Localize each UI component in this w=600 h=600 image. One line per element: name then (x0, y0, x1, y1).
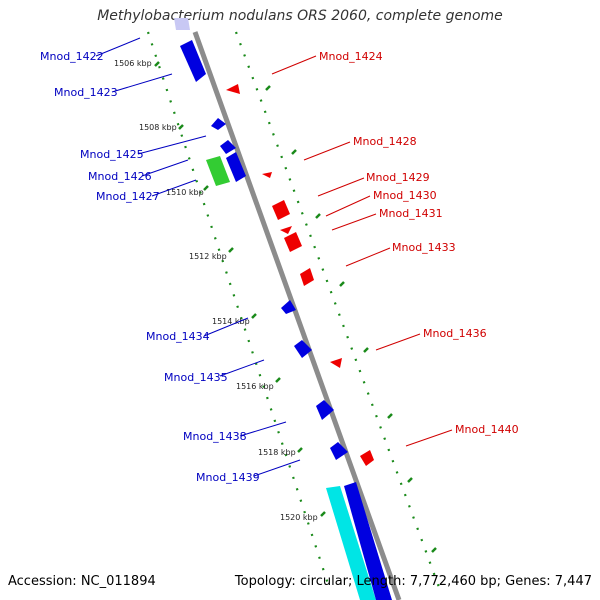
left-leaders (95, 37, 301, 477)
outer-tick-marks (265, 85, 437, 553)
inner-track-line (146, 31, 332, 591)
label-mnod-1428[interactable]: Mnod_1428 (353, 135, 417, 148)
label-mnod-1423[interactable]: Mnod_1423 (54, 86, 118, 99)
gene-mnod-1426[interactable] (206, 156, 230, 186)
right-leaders (271, 55, 453, 447)
label-mnod-1438[interactable]: Mnod_1438 (183, 430, 247, 443)
outer-tick-mark (431, 547, 437, 553)
label-mnod-1429[interactable]: Mnod_1429 (366, 171, 430, 184)
tick-mark (275, 377, 281, 383)
label-mnod-1427[interactable]: Mnod_1427 (96, 190, 160, 203)
leader-line (141, 159, 189, 177)
label-mnod-1426[interactable]: Mnod_1426 (88, 170, 152, 183)
tick-label-1514: 1514 kbp (212, 317, 250, 326)
topology-text: Topology: circular; Length: 7,772,460 bp… (234, 574, 592, 589)
leader-line (95, 37, 141, 57)
leader-line (331, 213, 377, 231)
tick-label-1520: 1520 kbp (280, 513, 318, 522)
label-mnod-1431[interactable]: Mnod_1431 (379, 207, 443, 220)
tick-mark (228, 247, 234, 253)
label-mnod-1425[interactable]: Mnod_1425 (80, 148, 144, 161)
leader-line (203, 317, 249, 337)
gene-mnod-1431[interactable] (284, 232, 302, 252)
gene-mnod-1435[interactable] (294, 340, 312, 358)
label-mnod-1436[interactable]: Mnod_1436 (423, 327, 487, 340)
leader-line (375, 333, 421, 351)
gene-mnod-1434[interactable] (281, 300, 296, 314)
genome-axis (192, 31, 402, 600)
outer-tick-mark (265, 85, 271, 91)
tick-label-1518: 1518 kbp (258, 448, 296, 457)
gene-mnod-1433[interactable] (300, 268, 314, 286)
tick-label-1510: 1510 kbp (166, 188, 204, 197)
label-mnod-1424[interactable]: Mnod_1424 (319, 50, 383, 63)
leader-line (111, 73, 173, 93)
tick-mark (320, 511, 326, 517)
gene-cyan-block[interactable] (326, 486, 376, 600)
leader-line (239, 421, 287, 437)
gene-blue-block[interactable] (344, 482, 392, 600)
leader-line (303, 141, 351, 161)
gene-mnod-1423[interactable] (180, 40, 206, 82)
leader-line (345, 247, 391, 267)
leader-line (151, 179, 197, 197)
tick-label-1516: 1516 kbp (236, 382, 274, 391)
leader-line (405, 429, 453, 447)
tick-label-1508: 1508 kbp (139, 123, 177, 132)
outer-tick-mark (339, 281, 345, 287)
label-mnod-1435[interactable]: Mnod_1435 (164, 371, 228, 384)
gene-mnod-1438[interactable] (316, 400, 334, 420)
gene-mnod-1424[interactable] (226, 84, 240, 94)
gene-mnod-1428[interactable] (262, 172, 272, 178)
tick-mark (178, 124, 184, 130)
label-mnod-1430[interactable]: Mnod_1430 (373, 189, 437, 202)
label-mnod-1422[interactable]: Mnod_1422 (40, 50, 104, 63)
gene-mnod-1425[interactable] (211, 118, 226, 130)
gene-mnod-1439[interactable] (330, 442, 348, 460)
tick-label-1506: 1506 kbp (114, 59, 152, 68)
tick-label-1512: 1512 kbp (189, 252, 227, 261)
leader-line (271, 55, 317, 75)
figure-title: Methylobacterium nodulans ORS 2060, comp… (97, 8, 503, 24)
tick-mark (297, 447, 303, 453)
gene-mnod-1425b[interactable] (220, 140, 236, 154)
gene-mnod-1422[interactable] (174, 18, 190, 30)
tick-mark (203, 185, 209, 191)
outer-tick-mark (387, 413, 393, 419)
outer-tick-mark (291, 149, 297, 155)
leader-line (317, 177, 365, 197)
gene-mnod-1436[interactable] (330, 358, 342, 368)
label-mnod-1433[interactable]: Mnod_1433 (392, 241, 456, 254)
gene-mnod-1440[interactable] (360, 450, 374, 466)
gene-mnod-1427[interactable] (226, 152, 246, 182)
label-mnod-1440[interactable]: Mnod_1440 (455, 423, 519, 436)
outer-tick-mark (315, 213, 321, 219)
tick-marks (154, 61, 326, 517)
label-mnod-1439[interactable]: Mnod_1439 (196, 471, 260, 484)
tick-mark (154, 61, 160, 67)
leader-line (253, 459, 301, 477)
leader-line (137, 135, 207, 155)
leader-line (325, 195, 371, 217)
label-mnod-1434[interactable]: Mnod_1434 (146, 330, 210, 343)
outer-tick-mark (407, 477, 413, 483)
accession-text: Accession: NC_011894 (8, 574, 156, 589)
tick-mark (251, 313, 257, 319)
gene-mnod-1430[interactable] (280, 226, 292, 234)
leader-line (219, 359, 265, 377)
outer-tick-mark (363, 347, 369, 353)
gene-mnod-1429[interactable] (272, 200, 290, 220)
